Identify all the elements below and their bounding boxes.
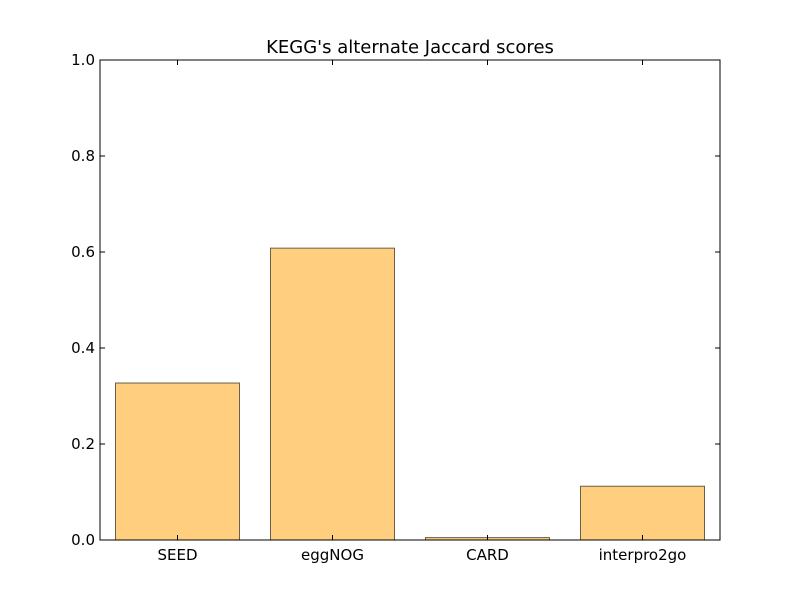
bar-interpro2go xyxy=(580,485,705,541)
x-tick-label: eggNOG xyxy=(301,546,364,564)
y-tick-label: 0.2 xyxy=(71,435,95,453)
bars-layer xyxy=(115,247,705,541)
y-tick-label: 0.4 xyxy=(71,339,95,357)
ticks-layer: SEED eggNOG CARD interpro2go 0.0 0.2 0.4 0.6 0.8… xyxy=(71,51,720,564)
plot-frame xyxy=(99,59,721,541)
bar-seed xyxy=(115,382,240,541)
y-tick-label: 0.0 xyxy=(71,531,95,549)
y-tick-label: 0.8 xyxy=(71,147,95,165)
chart-title: KEGG's alternate Jaccard scores xyxy=(266,37,554,58)
x-tick-label: SEED xyxy=(157,546,197,564)
x-tick-label: interpro2go xyxy=(599,546,687,564)
y-tick-label: 1.0 xyxy=(71,51,95,69)
x-tick-label: CARD xyxy=(466,546,509,564)
y-tick-label: 0.6 xyxy=(71,243,95,261)
bar-eggnog xyxy=(270,247,395,541)
